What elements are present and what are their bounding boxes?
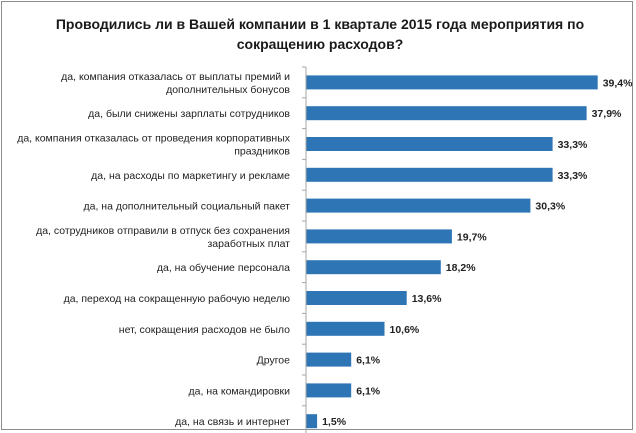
bar-10 xyxy=(306,352,352,367)
category-label-8: да, переход на сокращенную рабочую недел… xyxy=(64,293,291,305)
value-label-9: 10,6% xyxy=(390,324,420,336)
bar-2 xyxy=(306,106,587,121)
category-label-7: да, на обучение персонала xyxy=(157,262,290,274)
value-label-7: 18,2% xyxy=(446,262,476,274)
value-label-11: 6,1% xyxy=(356,385,381,397)
bar-5 xyxy=(306,198,531,213)
bar-7 xyxy=(306,260,441,275)
category-label-11: да, на командировки xyxy=(189,385,291,397)
chart-title-line-1: Проводились ли в Вашей компании в 1 квар… xyxy=(55,16,585,32)
value-label-1: 39,4% xyxy=(603,77,633,89)
category-label-12: да, на связь и интернет xyxy=(175,416,290,428)
category-label-4: да, на расходы по маркетингу и рекламе xyxy=(91,170,290,182)
bar-1 xyxy=(306,75,598,90)
bar-12 xyxy=(306,414,318,429)
category-label-1: да, компания отказалась от выплаты преми… xyxy=(61,71,290,96)
value-label-12: 1,5% xyxy=(322,416,347,428)
bar-8 xyxy=(306,291,407,305)
category-label-6: да, сотрудников отправили в отпуск без с… xyxy=(36,225,290,250)
value-label-10: 6,1% xyxy=(356,355,381,367)
value-label-4: 33,3% xyxy=(558,170,588,182)
bar-9 xyxy=(306,321,385,336)
bar-3 xyxy=(306,137,553,151)
category-label-2: да, были снижены зарплаты сотрудников xyxy=(88,108,290,120)
bar-11 xyxy=(306,383,352,398)
chart-title-line-2: сокращению расходов? xyxy=(236,36,404,52)
value-label-2: 37,9% xyxy=(592,108,622,120)
category-label-10: Другое xyxy=(257,355,291,367)
category-label-5: да, на дополнительный социальный пакет xyxy=(83,201,290,213)
category-label-9: нет, сокращения расходов не было xyxy=(119,324,290,336)
value-label-5: 30,3% xyxy=(535,201,565,213)
category-label-3: да, компания отказалась от проведения ко… xyxy=(17,133,291,158)
value-label-6: 19,7% xyxy=(457,231,487,243)
chart-title: Проводились ли в Вашей компании в 1 квар… xyxy=(40,14,600,54)
value-label-8: 13,6% xyxy=(412,293,442,305)
value-label-3: 33,3% xyxy=(558,139,588,151)
bar-6 xyxy=(306,229,452,244)
bar-4 xyxy=(306,167,553,182)
